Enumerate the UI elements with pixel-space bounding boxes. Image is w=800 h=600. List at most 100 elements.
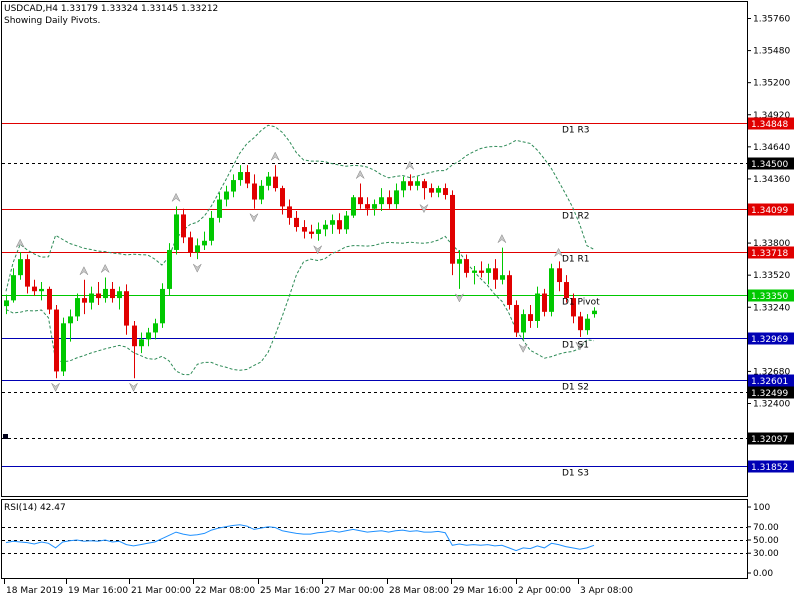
- fractal-down-marker: [193, 263, 202, 273]
- time-tick-label: 2 Apr 00:00: [518, 586, 571, 596]
- candle-down: [337, 220, 342, 230]
- fractal-up-marker: [554, 247, 563, 257]
- candle-down: [302, 227, 307, 232]
- candle-up: [521, 314, 526, 333]
- price-tick-label: 1.35200: [753, 79, 790, 89]
- rsi-frame: [1, 499, 748, 579]
- candle-down: [280, 188, 285, 207]
- candle-up: [472, 270, 477, 273]
- candle-down: [273, 176, 278, 189]
- candle-up: [535, 293, 540, 321]
- candle-up: [139, 339, 144, 347]
- price-badge-label: 1.34099: [751, 206, 788, 216]
- fractal-up-marker: [270, 151, 280, 161]
- candle-down: [358, 197, 363, 205]
- price-badge-label: 1.34848: [751, 120, 788, 130]
- candle-up: [592, 310, 597, 315]
- candle-up: [259, 185, 264, 200]
- candle-up: [585, 318, 590, 331]
- candle-down: [422, 181, 427, 189]
- candle-up: [379, 197, 384, 205]
- fractal-down-marker: [575, 341, 585, 351]
- fractal-up-marker: [355, 169, 365, 179]
- candle-down: [54, 309, 59, 372]
- price-tick-label: 1.34640: [753, 143, 790, 153]
- candle-down: [450, 194, 455, 264]
- time-axis: 18 Mar 2019 19 Mar 16:00 21 Mar 00:00 22 Ma…: [4, 579, 633, 596]
- time-tick-label: 27 Mar 00:00: [324, 586, 384, 596]
- candle-up: [146, 332, 151, 340]
- candle-up: [195, 245, 200, 253]
- candle-up: [316, 229, 321, 234]
- price-badge: [748, 374, 794, 387]
- candle-up: [153, 323, 158, 333]
- price-tick-label: 1.33800: [753, 239, 790, 249]
- price-badges: 1.34848 1.34099 1.33718 1.33350 1.32969 1.326…: [748, 117, 794, 473]
- candle-down: [181, 214, 186, 238]
- price-badge-label: 1.33718: [751, 249, 788, 259]
- time-tick-label: 19 Mar 16:00: [68, 586, 128, 596]
- candle-up: [351, 197, 356, 216]
- fractal-up-marker: [15, 238, 25, 248]
- price-tick-label: 1.34920: [753, 111, 790, 121]
- candle-up: [330, 220, 335, 225]
- time-tick-label: 3 Apr 08:00: [580, 586, 633, 596]
- candle-up: [89, 293, 94, 303]
- fractal-down-marker: [455, 293, 464, 303]
- candle-down: [32, 286, 37, 292]
- candle-down: [252, 183, 257, 200]
- price-tick-label: 1.33520: [753, 271, 790, 281]
- fractal-markers: [15, 151, 585, 392]
- candle-down: [408, 181, 413, 186]
- candle-down: [47, 288, 52, 310]
- candle-down: [479, 270, 484, 273]
- price-badge-label: 1.34500: [751, 160, 788, 170]
- candle-up: [61, 323, 66, 372]
- candle-down: [443, 188, 448, 195]
- candle-down: [514, 304, 519, 333]
- price-badge: [748, 117, 794, 130]
- candle-up: [224, 191, 229, 200]
- candle-up: [457, 259, 462, 264]
- candle-up: [18, 259, 23, 276]
- candle-down: [564, 282, 569, 299]
- price-badge-label: 1.32969: [751, 335, 788, 345]
- candle-up: [394, 190, 399, 205]
- price-tick-label: 1.34360: [753, 175, 790, 185]
- candle-up: [75, 298, 80, 317]
- candle-down: [557, 268, 562, 283]
- price-tick-label: 1.33240: [753, 303, 790, 313]
- candle-up: [103, 288, 108, 299]
- candle-down: [429, 188, 434, 193]
- candle-up: [415, 181, 420, 186]
- pivot-level-label: D1 Pivot: [562, 298, 600, 308]
- rsi-tick-label: 30.00: [753, 549, 779, 559]
- price-badge: [748, 460, 794, 473]
- rsi-tick-label: 100: [753, 503, 770, 513]
- candle-up: [209, 217, 214, 241]
- candle-up: [174, 214, 179, 250]
- fractal-up-marker: [100, 263, 110, 273]
- candle-up: [486, 268, 491, 273]
- candle-up: [11, 275, 16, 301]
- candle-up: [160, 288, 165, 324]
- bollinger-bands: [5, 124, 595, 376]
- candle-up: [436, 188, 441, 193]
- candle-down: [578, 316, 583, 331]
- price-tick-label: 1.35480: [753, 47, 790, 57]
- price-tick-label: 1.32400: [753, 400, 790, 410]
- candle-up: [549, 268, 554, 312]
- time-tick-label: 22 Mar 08:00: [195, 586, 255, 596]
- symbol-ohlc-readout: USDCAD,H4 1.33179 1.33324 1.33145 1.3321…: [4, 4, 219, 14]
- fractal-down-marker: [249, 213, 259, 223]
- pivot-indicator-caption: Showing Daily Pivots.: [4, 16, 101, 26]
- candle-down: [528, 314, 533, 321]
- fractal-down-marker: [518, 344, 528, 353]
- rsi-label: RSI(14) 42.47: [4, 503, 66, 513]
- price-badge: [748, 332, 794, 345]
- time-tick-label: 18 Mar 2019: [6, 586, 63, 596]
- candle-up: [323, 224, 328, 230]
- price-badge-label: 1.32097: [751, 435, 788, 445]
- candle-down: [507, 275, 512, 305]
